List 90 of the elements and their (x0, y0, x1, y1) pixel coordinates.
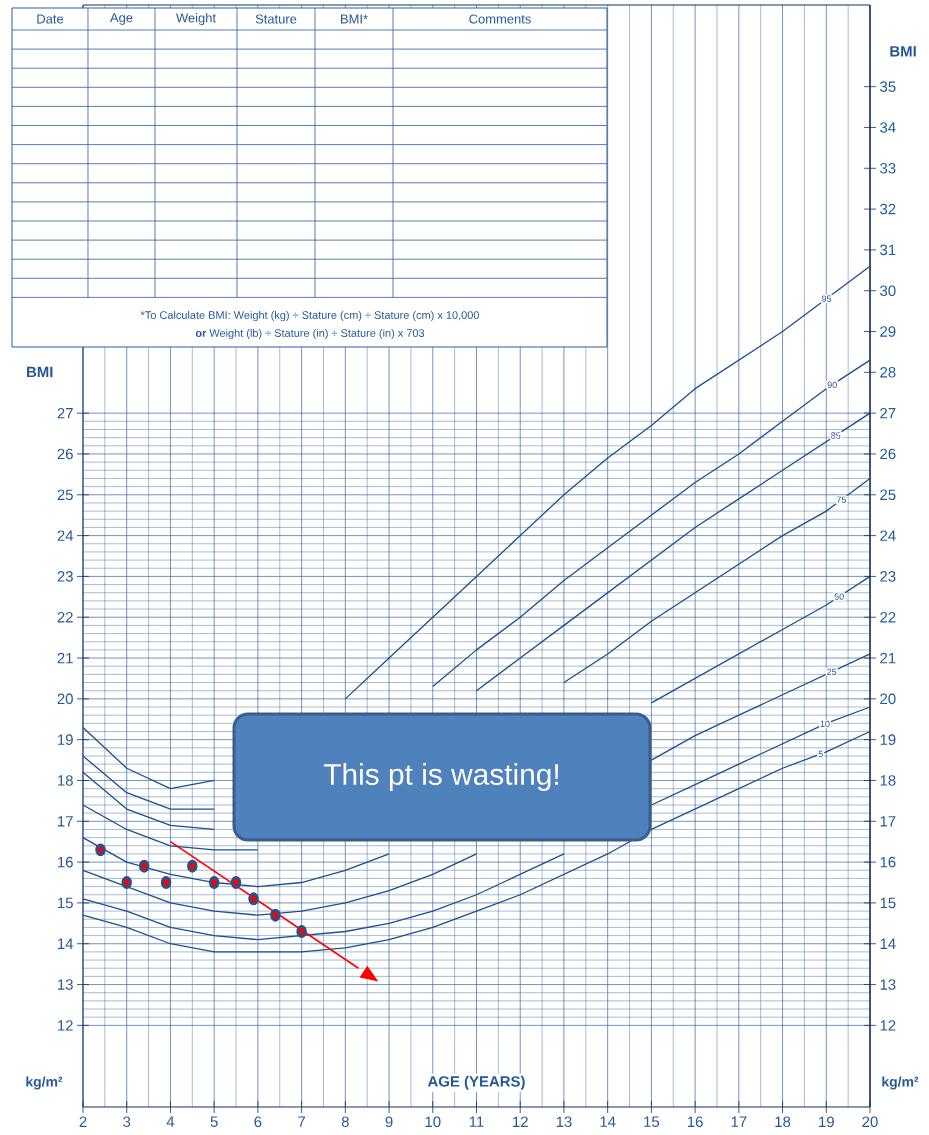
y-tick-label: 16 (58, 856, 73, 868)
y2-tick-label: 27 (880, 407, 896, 419)
y2-tick-label: 16 (880, 856, 896, 868)
annotation: Stature (255, 14, 297, 24)
series-label: 90 (827, 381, 837, 388)
x-tick-label: 14 (600, 1116, 616, 1127)
annotation: *To Calculate BMI: Weight (kg) ÷ Stature (cm) ÷ Stature (cm) x 10,000 (140, 310, 479, 322)
y-tick-label: 24 (57, 530, 74, 541)
annotation: BMI* (341, 14, 368, 24)
y2-tick-label: 35 (880, 81, 896, 92)
x-tick-label: 3 (123, 1116, 131, 1128)
y-tick-label: 22 (57, 612, 73, 623)
series-label: 75 (836, 496, 847, 503)
series-label: 85 (831, 432, 841, 439)
x-tick-label: 10 (425, 1116, 441, 1128)
point (296, 925, 307, 938)
series-label: 50 (834, 593, 844, 600)
y2-tick-label: 33 (880, 162, 896, 174)
point (248, 892, 259, 906)
y2-tick-label: 31 (880, 244, 896, 256)
y-tick-label: 15 (58, 897, 73, 909)
series-label: 10 (820, 720, 830, 728)
point (95, 843, 106, 857)
y-tick-label: 21 (57, 652, 73, 664)
y2-tick-label: 18 (880, 775, 896, 786)
text: kg/m² (882, 1076, 919, 1090)
x-tick-label: 5 (210, 1116, 218, 1127)
y2-tick-label: 14 (880, 938, 896, 949)
x-tick-label: 20 (862, 1116, 878, 1128)
y-tick-label: 18 (58, 775, 73, 786)
x-tick-label: 19 (819, 1116, 834, 1128)
y-tick-label: 26 (57, 448, 73, 460)
y-tick-label: 12 (58, 1020, 73, 1031)
series-label: 25 (827, 668, 837, 676)
series-label: 5 (818, 750, 823, 758)
point (121, 876, 132, 889)
y2-tick-label: 20 (880, 693, 896, 705)
x-tick-label: 11 (469, 1116, 484, 1127)
y-axis-title: BMI (27, 366, 53, 378)
annotation: Comments (469, 14, 531, 24)
x-tick-label: 7 (298, 1116, 306, 1127)
y2-tick-label: 12 (880, 1020, 896, 1031)
point (138, 859, 150, 873)
annotation: Age (110, 13, 133, 25)
y-tick-label: 23 (57, 571, 73, 582)
y-tick-label: 27 (57, 407, 73, 419)
point (160, 876, 172, 889)
y2-tick-label: 17 (880, 816, 896, 827)
point (230, 876, 242, 889)
y2-tick-label: 19 (880, 734, 896, 745)
y2-tick-label: 29 (880, 326, 896, 337)
annotation: Weight (176, 12, 216, 26)
y2-tick-label: 15 (880, 897, 896, 909)
x-tick-label: 4 (166, 1116, 175, 1127)
text: kg/m² (26, 1076, 63, 1090)
y2-tick-label: 21 (880, 652, 896, 664)
y-tick-label: 14 (58, 938, 74, 949)
x-tick-label: 12 (513, 1116, 528, 1127)
x-tick-label: 17 (731, 1116, 747, 1127)
y2-tick-label: 22 (880, 612, 896, 623)
y2-tick-label: 32 (880, 203, 896, 215)
point (208, 876, 220, 889)
y2-tick-label: 26 (880, 448, 896, 460)
y-tick-label: 19 (58, 734, 73, 745)
y-tick-label: 20 (57, 693, 73, 705)
x-axis-title: AGE (YEARS) (427, 1075, 525, 1090)
y2-tick-label: 30 (880, 285, 896, 296)
x-tick-label: 13 (556, 1116, 572, 1128)
y2-tick-label: 28 (880, 367, 896, 378)
y2-tick-label: 24 (880, 530, 896, 541)
x-tick-label: 16 (687, 1116, 703, 1128)
y2-tick-label: 34 (880, 122, 896, 133)
y-tick-label: 17 (58, 816, 73, 827)
x-tick-label: 6 (254, 1116, 262, 1128)
y2-tick-label: 23 (880, 571, 896, 582)
point (270, 908, 281, 922)
point (187, 859, 198, 873)
text: Date (37, 14, 64, 24)
x-tick-label: 15 (644, 1116, 660, 1127)
y2-axis-title: BMI (890, 46, 916, 57)
annotation: This pt is wasting! (323, 763, 558, 791)
x-tick-label: 8 (341, 1116, 349, 1128)
annotation: or Weight (lb) ÷ Stature (in) ÷ Stature (in) x 703 (195, 328, 425, 340)
y2-tick-label: 13 (880, 979, 896, 990)
y2-tick-label: 25 (880, 489, 896, 501)
x-tick-label: 9 (385, 1116, 393, 1128)
x-tick-label: 2 (79, 1116, 87, 1127)
y-tick-label: 13 (58, 979, 73, 990)
x-tick-label: 18 (775, 1116, 791, 1128)
y-tick-label: 25 (57, 489, 73, 501)
